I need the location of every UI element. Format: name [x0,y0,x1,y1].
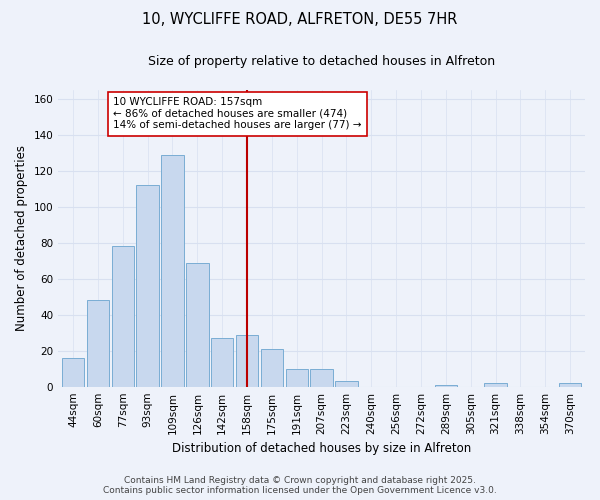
Bar [484,383,507,386]
Bar [112,246,134,386]
Text: 10 WYCLIFFE ROAD: 157sqm
← 86% of detached houses are smaller (474)
14% of semi-: 10 WYCLIFFE ROAD: 157sqm ← 86% of detach… [113,97,361,130]
Bar [136,186,159,386]
Bar [87,300,109,386]
Bar [186,262,209,386]
Bar [260,349,283,387]
Bar [335,382,358,386]
X-axis label: Distribution of detached houses by size in Alfreton: Distribution of detached houses by size … [172,442,471,455]
Y-axis label: Number of detached properties: Number of detached properties [15,146,28,332]
Bar [559,383,581,386]
Bar [434,385,457,386]
Bar [286,368,308,386]
Bar [161,154,184,386]
Bar [211,338,233,386]
Text: Contains HM Land Registry data © Crown copyright and database right 2025.
Contai: Contains HM Land Registry data © Crown c… [103,476,497,495]
Text: 10, WYCLIFFE ROAD, ALFRETON, DE55 7HR: 10, WYCLIFFE ROAD, ALFRETON, DE55 7HR [142,12,458,28]
Title: Size of property relative to detached houses in Alfreton: Size of property relative to detached ho… [148,55,495,68]
Bar [62,358,84,386]
Bar [310,368,333,386]
Bar [236,334,258,386]
